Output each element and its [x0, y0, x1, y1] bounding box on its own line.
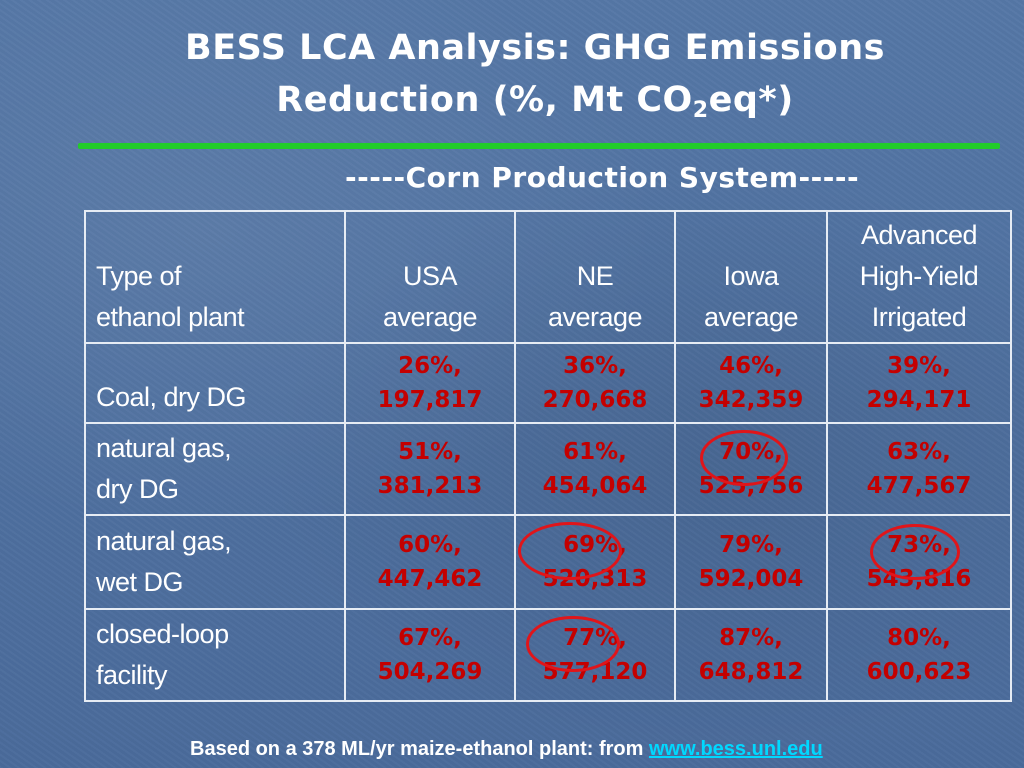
row-label-line: natural gas,	[96, 526, 232, 556]
table-header-row: Type of ethanol plant USA average NE ave…	[84, 210, 1012, 344]
value-cell: 87%, 648,812	[674, 608, 828, 702]
title-line-1: BESS LCA Analysis: GHG Emissions	[185, 28, 885, 68]
table-row: natural gas, dry DG 51%, 381,213 61%, 454,…	[84, 422, 1012, 516]
table-row: natural gas, wet DG 60%, 447,462 69%, 520,…	[84, 514, 1012, 610]
cell-value: 600,623	[866, 659, 972, 685]
cell-percent: 46%,	[719, 353, 783, 379]
title-divider	[78, 143, 1000, 149]
header-line: Type of	[96, 261, 182, 291]
header-plant-type: Type of ethanol plant	[84, 210, 346, 344]
cell-percent: 63%,	[887, 439, 951, 465]
source-link[interactable]: www.bess.unl.edu	[648, 738, 823, 760]
row-label-line: closed-loop	[96, 619, 229, 649]
value-cell: 60%, 447,462	[344, 514, 516, 610]
table-row: Coal, dry DG 26%, 197,817 36%, 270,668 46%…	[84, 342, 1012, 424]
header-line: Iowa	[723, 261, 779, 291]
cell-percent: 77%,	[563, 625, 627, 651]
cell-value: 294,171	[866, 387, 972, 413]
header-line: USA	[402, 261, 458, 291]
title-line-2-start: Reduction (%, Mt CO	[276, 80, 693, 120]
value-cell: 63%, 477,567	[826, 422, 1012, 516]
value-cell: 46%, 342,359	[674, 342, 828, 424]
cell-value: 381,213	[377, 473, 483, 499]
value-cell-circled: 70%, 525,756	[674, 422, 828, 516]
header-ne: NE average	[514, 210, 676, 344]
source-footnote: Based on a 378 ML/yr maize-ethanol plant…	[190, 736, 1010, 762]
cell-value: 342,359	[698, 387, 804, 413]
cell-percent: 80%,	[887, 625, 951, 651]
value-cell: 79%, 592,004	[674, 514, 828, 610]
cell-value: 447,462	[377, 566, 483, 592]
cell-percent: 61%,	[563, 439, 627, 465]
title-line-2: Reduction (%, Mt CO2eq*)	[70, 74, 1000, 126]
header-line: average	[382, 302, 478, 332]
header-usa: USA average	[344, 210, 516, 344]
value-cell: 67%, 504,269	[344, 608, 516, 702]
row-label: natural gas, wet DG	[84, 514, 346, 610]
header-line: Irrigated	[871, 302, 967, 332]
cell-value: 477,567	[866, 473, 972, 499]
title-subscript: 2	[692, 98, 709, 123]
cell-value: 577,120	[542, 659, 648, 685]
table-row: closed-loop facility 67%, 504,269 77%, 577…	[84, 608, 1012, 702]
value-cell: 80%, 600,623	[826, 608, 1012, 702]
row-label: natural gas, dry DG	[84, 422, 346, 516]
value-cell: 36%, 270,668	[514, 342, 676, 424]
cell-percent: 60%,	[398, 532, 462, 558]
cell-percent: 73%,	[887, 532, 951, 558]
cell-value: 454,064	[542, 473, 648, 499]
header-line: ethanol plant	[96, 302, 245, 332]
row-label: closed-loop facility	[84, 608, 346, 702]
cell-value: 197,817	[377, 387, 483, 413]
cell-percent: 87%,	[719, 625, 783, 651]
title-line-2-end: eq*)	[708, 80, 794, 120]
value-cell-circled: 73%, 543,816	[826, 514, 1012, 610]
header-line: Advanced	[860, 220, 978, 250]
cell-percent: 36%,	[563, 353, 627, 379]
row-label-line: natural gas,	[96, 433, 232, 463]
slide-title: BESS LCA Analysis: GHG Emissions Reducti…	[70, 22, 1000, 126]
cell-percent: 69%,	[563, 532, 627, 558]
value-cell: 39%, 294,171	[826, 342, 1012, 424]
cell-percent: 70%,	[719, 439, 783, 465]
cell-value: 504,269	[377, 659, 483, 685]
row-label-line: dry DG	[96, 474, 179, 504]
header-line: average	[547, 302, 643, 332]
header-line: average	[703, 302, 799, 332]
header-iowa: Iowa average	[674, 210, 828, 344]
header-line: NE	[576, 261, 614, 291]
cell-percent: 67%,	[398, 625, 462, 651]
header-line: High-Yield	[859, 261, 979, 291]
row-label: Coal, dry DG	[84, 342, 346, 424]
slide-subtitle: -----Corn Production System-----	[345, 161, 860, 194]
value-cell: 51%, 381,213	[344, 422, 516, 516]
value-cell: 26%, 197,817	[344, 342, 516, 424]
value-cell: 61%, 454,064	[514, 422, 676, 516]
header-advanced: Advanced High-Yield Irrigated	[826, 210, 1012, 344]
cell-percent: 26%,	[398, 353, 462, 379]
cell-value: 525,756	[698, 473, 804, 499]
cell-value: 543,816	[866, 566, 972, 592]
cell-value: 520,313	[542, 566, 648, 592]
cell-percent: 51%,	[398, 439, 462, 465]
cell-value: 270,668	[542, 387, 648, 413]
value-cell-circled: 77%, 577,120	[514, 608, 676, 702]
emissions-table: Type of ethanol plant USA average NE ave…	[84, 210, 1012, 702]
cell-percent: 39%,	[887, 353, 951, 379]
row-label-line: Coal, dry DG	[96, 382, 247, 412]
cell-value: 592,004	[698, 566, 804, 592]
row-label-line: wet DG	[96, 567, 184, 597]
footnote-text: Based on a 378 ML/yr maize-ethanol plant…	[190, 738, 649, 760]
row-label-line: facility	[96, 660, 168, 690]
cell-value: 648,812	[698, 659, 804, 685]
cell-percent: 79%,	[719, 532, 783, 558]
value-cell-circled: 69%, 520,313	[514, 514, 676, 610]
